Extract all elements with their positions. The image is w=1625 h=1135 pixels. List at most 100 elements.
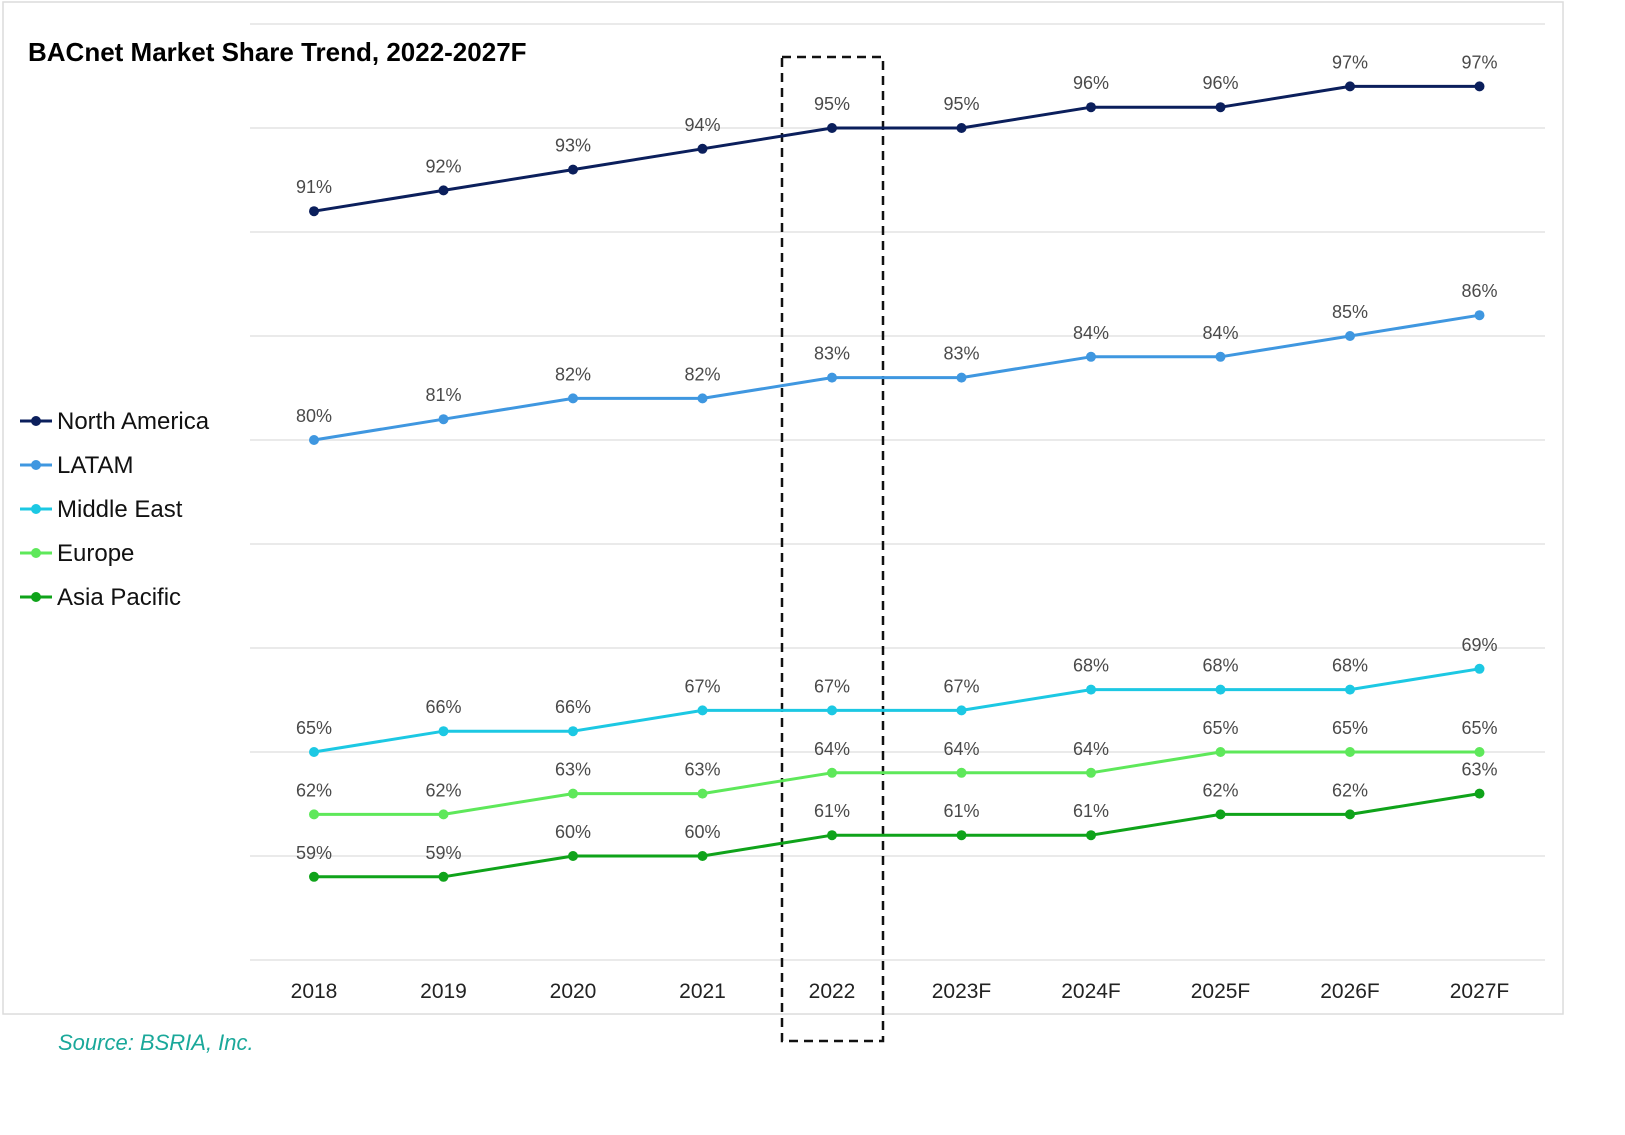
highlight-2022-box [780,55,885,1043]
data-label: 84% [1073,323,1109,343]
data-label: 63% [1461,760,1497,780]
data-label: 69% [1461,635,1497,655]
data-label: 85% [1332,302,1368,322]
series-line [312,84,1481,213]
x-tick-label: 2021 [679,980,726,1003]
data-label: 81% [425,385,461,405]
data-label: 67% [684,676,720,696]
source-note: Source: BSRIA, Inc. [58,1030,254,1055]
data-point [697,393,708,404]
data-point [1474,310,1485,321]
data-point [1215,684,1226,695]
data-point [827,372,837,383]
data-label: 62% [1202,780,1238,800]
data-label: 64% [814,739,850,759]
legend-label: Middle East [57,496,183,523]
data-point [697,788,708,799]
data-label: 59% [425,843,461,863]
legend-label: LATAM [57,452,133,479]
data-point [309,747,319,757]
data-label: 64% [1073,739,1109,759]
series-line [312,792,1481,879]
data-point [1086,830,1096,841]
data-point [1215,102,1226,113]
data-label: 65% [1332,718,1368,738]
data-point [827,123,837,133]
data-point [1215,351,1226,362]
data-point [568,164,578,175]
data-point [438,185,449,196]
x-tick-label: 2026F [1320,980,1380,1003]
data-point [1086,684,1096,695]
data-point [697,705,708,716]
data-point [309,206,319,217]
data-point [956,372,967,383]
data-point [568,393,578,404]
data-label: 59% [296,843,332,863]
data-label: 62% [425,780,461,800]
data-point [568,726,578,737]
legend-label: Europe [57,540,134,567]
data-point [438,726,449,737]
data-label: 62% [1332,780,1368,800]
data-label: 60% [684,822,720,842]
data-label: 94% [684,115,720,135]
series-line [312,667,1481,754]
data-label: 93% [555,136,591,156]
data-label: 65% [296,718,332,738]
x-tick-label: 2027F [1450,980,1510,1003]
data-labels: 91% 92% 93% 94% 95% 95% 96% 96% 97% 97% 80% 81% 82% 8… [296,52,1498,862]
data-label: 95% [814,94,850,114]
data-label: 65% [1202,718,1238,738]
data-label: 95% [943,94,979,114]
legend-swatch-marker [31,592,41,602]
data-label: 92% [425,156,461,176]
data-point [827,767,837,778]
data-point [1086,767,1096,778]
data-label: 82% [555,364,591,384]
data-point [1345,331,1355,341]
data-label: 91% [296,177,332,197]
data-label: 86% [1461,281,1497,301]
data-label: 63% [555,760,591,780]
data-point [309,809,319,820]
data-point [697,143,708,154]
data-point [438,871,449,882]
data-point [309,871,319,882]
data-point [697,851,708,861]
data-label: 97% [1461,52,1497,72]
data-label: 66% [555,697,591,717]
data-label: 66% [425,697,461,717]
series-line [312,313,1481,442]
data-label: 96% [1202,73,1238,93]
data-label: 64% [943,739,979,759]
series-lines [309,81,1485,882]
data-point [1086,102,1096,113]
legend-swatch-marker [31,460,41,470]
x-tick-label: 2020 [550,980,597,1003]
data-point [1215,809,1226,820]
data-label: 60% [555,822,591,842]
data-label: 63% [684,760,720,780]
data-point [956,830,967,841]
x-tick-label: 2019 [420,980,467,1003]
data-label: 80% [296,406,332,426]
data-point [1345,809,1355,820]
legend: North America LATAM Middle East Europe Asia … [20,408,210,611]
data-label: 83% [943,344,979,364]
data-label: 61% [814,801,850,821]
data-label: 97% [1332,52,1368,72]
chart-title: BACnet Market Share Trend, 2022-2027F [28,37,527,67]
data-label: 84% [1202,323,1238,343]
x-tick-label: 2023F [932,980,992,1003]
data-point [1474,747,1485,757]
data-point [956,705,967,716]
legend-swatch-marker [31,416,41,426]
data-label: 96% [1073,73,1109,93]
legend-swatch-marker [31,548,41,558]
data-label: 61% [1073,801,1109,821]
data-point [956,767,967,778]
data-point [438,809,449,820]
data-point [956,123,967,133]
